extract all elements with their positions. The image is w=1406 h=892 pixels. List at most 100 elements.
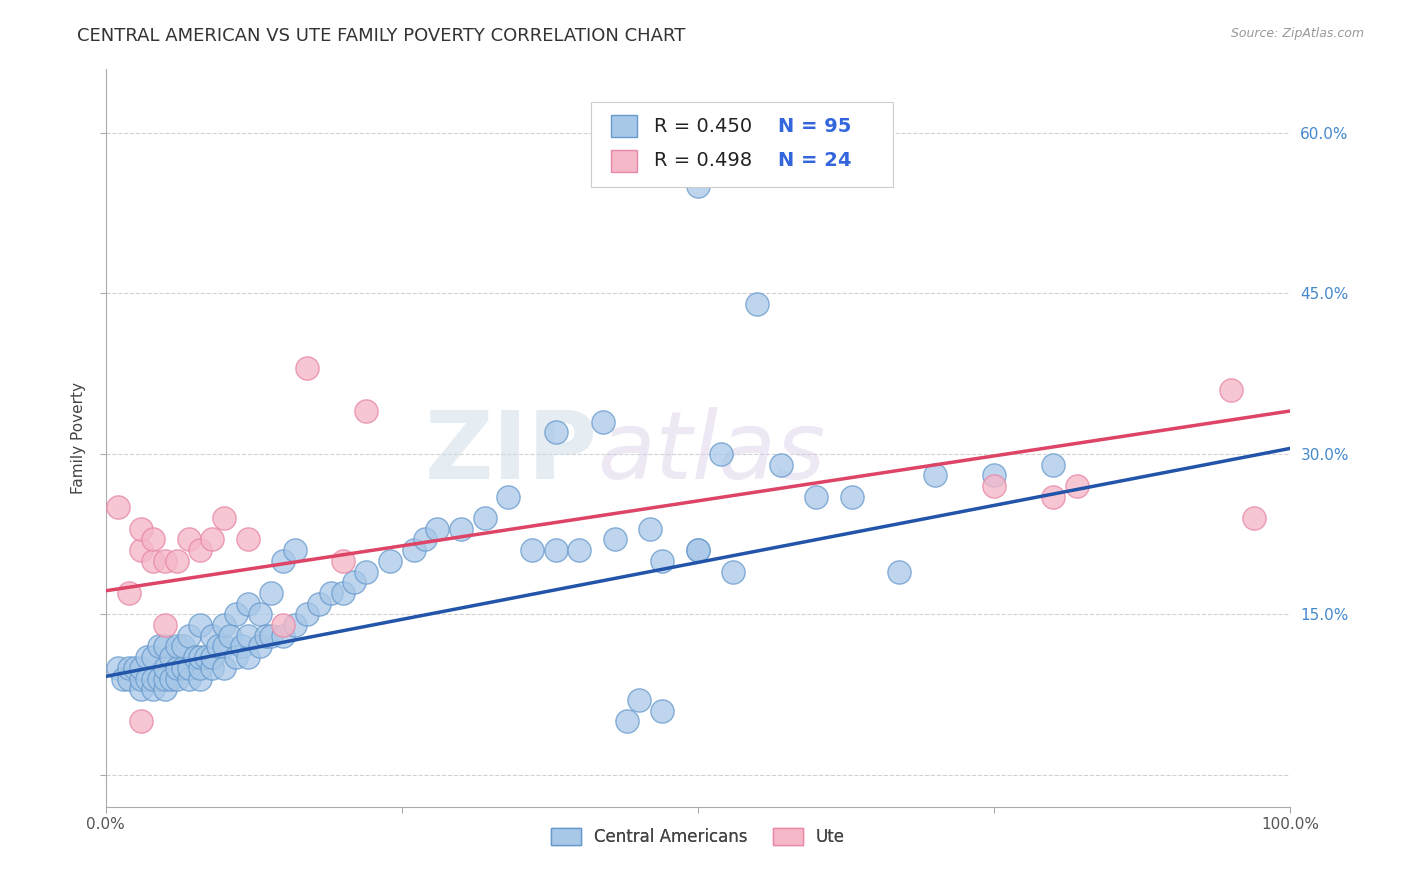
Text: N = 24: N = 24 (779, 152, 852, 170)
Point (177, 672, 200, 686)
Point (148, 672, 170, 686)
Point (124, 661, 146, 675)
Point (159, 672, 181, 686)
FancyBboxPatch shape (591, 102, 893, 186)
Point (212, 618, 235, 632)
Point (402, 543, 425, 558)
Point (142, 554, 165, 568)
Point (129, 522, 152, 536)
Point (190, 543, 212, 558)
Point (148, 640, 170, 654)
Point (166, 661, 188, 675)
Point (142, 650, 165, 665)
Point (142, 533, 165, 547)
Point (295, 361, 318, 376)
Point (201, 650, 224, 665)
Point (354, 404, 377, 418)
Point (260, 586, 283, 600)
Point (332, 586, 354, 600)
Point (544, 543, 567, 558)
Point (273, 629, 295, 643)
Point (474, 511, 496, 525)
Point (983, 479, 1005, 493)
Point (107, 661, 129, 675)
Point (190, 672, 212, 686)
Point (112, 672, 135, 686)
Point (183, 650, 205, 665)
Point (190, 618, 212, 632)
Point (177, 533, 200, 547)
Point (627, 693, 650, 707)
Legend: Central Americans, Ute: Central Americans, Ute (543, 819, 853, 854)
Point (249, 640, 271, 654)
Point (207, 640, 229, 654)
Point (201, 533, 224, 547)
Point (769, 458, 792, 472)
Text: ZIP: ZIP (425, 407, 598, 499)
Point (177, 629, 200, 643)
Point (260, 629, 283, 643)
Point (319, 586, 342, 600)
FancyBboxPatch shape (612, 150, 637, 172)
Point (153, 672, 176, 686)
Text: R = 0.498: R = 0.498 (654, 152, 752, 170)
Point (520, 543, 543, 558)
Point (225, 607, 247, 622)
Y-axis label: Family Poverty: Family Poverty (72, 382, 86, 494)
Point (343, 575, 366, 590)
Point (354, 565, 377, 579)
Point (190, 661, 212, 675)
Point (166, 640, 188, 654)
Point (236, 533, 259, 547)
Point (332, 554, 354, 568)
Point (1219, 383, 1241, 397)
Point (1042, 490, 1064, 504)
Point (136, 650, 159, 665)
Point (129, 714, 152, 729)
Point (308, 597, 330, 611)
Point (201, 629, 224, 643)
Point (129, 543, 152, 558)
Text: Source: ZipAtlas.com: Source: ZipAtlas.com (1230, 27, 1364, 40)
Point (710, 447, 733, 461)
Point (686, 179, 709, 194)
Point (450, 522, 472, 536)
Point (640, 522, 662, 536)
Point (201, 661, 224, 675)
Point (378, 554, 401, 568)
Point (745, 297, 768, 311)
Point (136, 672, 159, 686)
Point (195, 650, 218, 665)
Point (806, 490, 828, 504)
Point (1042, 458, 1064, 472)
Point (415, 533, 437, 547)
Point (118, 586, 141, 600)
Point (983, 468, 1005, 483)
Point (107, 500, 129, 515)
Point (887, 565, 910, 579)
Point (129, 672, 152, 686)
Point (924, 468, 946, 483)
Point (651, 554, 673, 568)
Text: N = 95: N = 95 (779, 117, 852, 136)
Point (142, 672, 165, 686)
Point (254, 629, 277, 643)
Point (236, 597, 259, 611)
Point (212, 640, 235, 654)
Point (118, 672, 141, 686)
Point (225, 650, 247, 665)
Point (190, 650, 212, 665)
Point (686, 543, 709, 558)
Point (153, 661, 176, 675)
Point (166, 672, 188, 686)
Point (249, 607, 271, 622)
Point (1066, 479, 1088, 493)
Point (153, 640, 176, 654)
Point (219, 629, 242, 643)
Point (159, 650, 181, 665)
Point (284, 543, 307, 558)
Text: CENTRAL AMERICAN VS UTE FAMILY POVERTY CORRELATION CHART: CENTRAL AMERICAN VS UTE FAMILY POVERTY C… (77, 27, 686, 45)
Point (212, 511, 235, 525)
Point (841, 490, 863, 504)
Point (153, 682, 176, 697)
